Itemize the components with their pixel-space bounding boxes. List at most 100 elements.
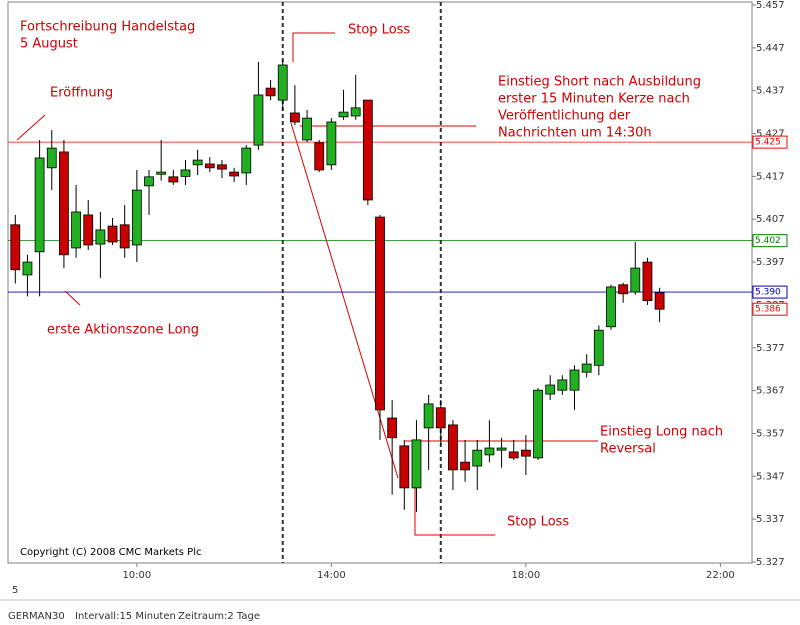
candle-body xyxy=(168,176,179,183)
candle-body xyxy=(290,112,300,123)
candle-body xyxy=(593,329,604,366)
annotation: Nachrichten um 14:30h xyxy=(498,126,652,141)
candle-body xyxy=(435,407,446,429)
day-label: 5 xyxy=(12,585,18,596)
candle-body xyxy=(581,363,592,373)
candle-body xyxy=(107,225,118,243)
candle-body xyxy=(119,224,130,249)
candle-body xyxy=(569,369,580,391)
candle-body xyxy=(10,224,21,271)
annotation: 5 August xyxy=(20,37,78,52)
price-box xyxy=(752,135,788,149)
y-tick-label: 5.377 xyxy=(756,343,785,354)
annotation: Reversal xyxy=(600,442,656,457)
candle-body xyxy=(557,379,568,391)
annotation: Einstieg Short nach Ausbildung xyxy=(498,75,701,90)
y-tick-label: 5.427 xyxy=(756,129,785,140)
annotation: Fortschreibung Handelstag xyxy=(20,20,195,35)
price-box-label: 5.390 xyxy=(755,288,781,298)
candle-body xyxy=(241,147,252,174)
y-tick-label: 5.327 xyxy=(756,557,785,568)
candle-body xyxy=(156,171,167,175)
candle-body xyxy=(83,214,94,246)
price-box xyxy=(752,285,788,299)
pointer xyxy=(16,114,46,141)
candle-body xyxy=(217,164,227,170)
candle-body xyxy=(508,451,519,459)
y-tick-label: 5.457 xyxy=(756,0,785,11)
price-box-label: 5.425 xyxy=(755,138,781,148)
y-tick-label: 5.407 xyxy=(756,214,785,225)
candle-body xyxy=(387,417,398,439)
price-box xyxy=(752,302,788,316)
candle-body xyxy=(606,286,616,328)
candle-body xyxy=(34,157,45,253)
candle-body xyxy=(654,292,665,310)
candle-body xyxy=(144,176,154,187)
y-tick-label: 5.417 xyxy=(756,171,785,182)
candle-body xyxy=(642,261,653,302)
candle-body xyxy=(95,229,106,245)
candle-body xyxy=(131,189,142,246)
price-box xyxy=(752,234,788,248)
candle-body xyxy=(253,94,264,146)
candle-body xyxy=(545,384,556,395)
candle-body xyxy=(399,445,410,489)
price-box-label: 5.386 xyxy=(755,305,781,315)
copyright: Copyright (C) 2008 CMC Markets Plc xyxy=(20,547,201,558)
candle-body xyxy=(180,169,191,177)
y-tick-label: 5.447 xyxy=(756,43,785,54)
candle-body xyxy=(277,64,288,101)
candle-body xyxy=(314,142,325,171)
candle-body xyxy=(484,447,495,456)
annotation: Eröffnung xyxy=(50,86,113,101)
annotation: Einstieg Long nach xyxy=(600,425,723,440)
price-box-label: 5.402 xyxy=(755,236,781,246)
candle-body xyxy=(533,389,543,459)
candle-body xyxy=(411,439,422,489)
candle-body xyxy=(46,147,57,169)
annotation: Stop Loss xyxy=(507,515,569,530)
x-tick-label: 22:00 xyxy=(706,570,735,581)
status-range: Zeitraum:2 Tage xyxy=(178,611,260,622)
candle-body xyxy=(22,261,33,276)
candle-body xyxy=(520,449,531,457)
y-tick-label: 5.397 xyxy=(756,257,785,268)
status-interval: Intervall:15 Minuten xyxy=(75,611,176,622)
candle-body xyxy=(423,403,434,429)
candle-body xyxy=(302,117,312,141)
candle-body xyxy=(362,99,373,201)
x-tick-label: 10:00 xyxy=(122,570,151,581)
candle-body xyxy=(496,447,507,451)
candle-body xyxy=(204,163,215,169)
x-tick-label: 14:00 xyxy=(317,570,346,581)
candle-body xyxy=(59,151,69,256)
candle-body xyxy=(630,267,641,293)
candle-body xyxy=(71,211,81,249)
x-tick-label: 18:00 xyxy=(511,570,540,581)
candle-body xyxy=(448,424,458,471)
candle-body xyxy=(375,216,385,411)
annotation: erster 15 Minuten Kerze nach xyxy=(498,92,690,107)
candle-body xyxy=(192,159,203,166)
candle-body xyxy=(472,449,483,467)
candle-body xyxy=(229,171,240,177)
y-tick-label: 5.337 xyxy=(756,514,785,525)
y-tick-label: 5.357 xyxy=(756,428,785,439)
pointer xyxy=(292,32,335,62)
candle-body xyxy=(265,87,276,97)
candle-body xyxy=(338,111,349,118)
y-tick-label: 5.347 xyxy=(756,471,785,482)
status-symbol: GERMAN30 xyxy=(8,611,65,622)
candle-body xyxy=(350,107,361,117)
annotation: Veröffentlichung der xyxy=(498,109,631,124)
candle-body xyxy=(326,121,337,166)
annotation: Stop Loss xyxy=(348,23,410,38)
annotation: erste Aktionszone Long xyxy=(47,323,199,338)
pointer xyxy=(64,290,81,306)
y-tick-label: 5.437 xyxy=(756,86,785,97)
candle-body xyxy=(618,284,629,295)
y-tick-label: 5.367 xyxy=(756,386,785,397)
candle-body xyxy=(460,461,470,471)
